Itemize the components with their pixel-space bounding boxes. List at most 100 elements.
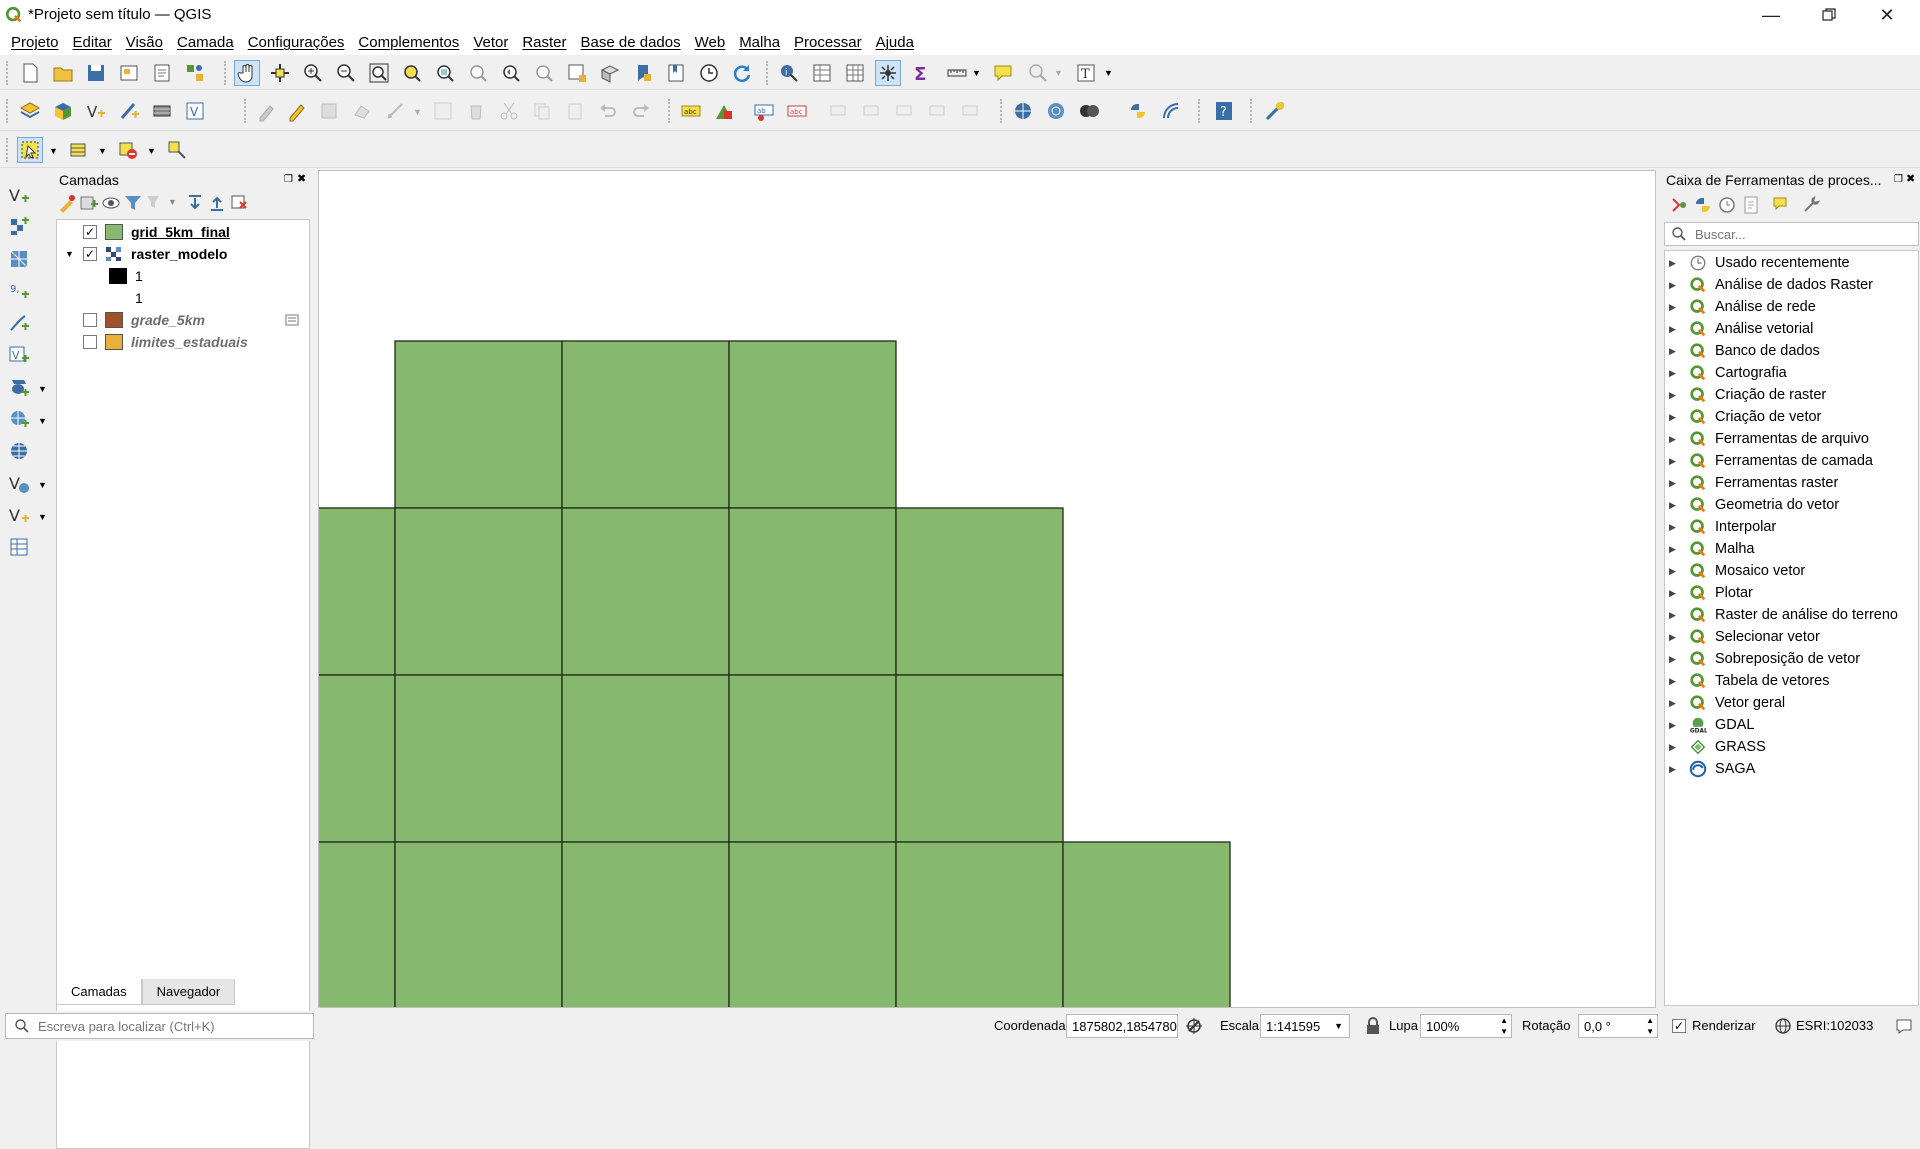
expand-arrow-icon[interactable]: ▶ xyxy=(1669,367,1676,378)
scripts-icon[interactable] xyxy=(1692,194,1714,216)
toolbox-item[interactable]: ▶ GRASS xyxy=(1665,736,1918,758)
toolbar-handle[interactable] xyxy=(224,61,228,85)
help-icon[interactable]: ? xyxy=(1211,98,1237,124)
edit-features-in-place-icon[interactable] xyxy=(1770,194,1792,216)
toggle-editing-icon[interactable] xyxy=(284,98,310,124)
refresh-icon[interactable] xyxy=(729,60,755,86)
chevron-down-icon[interactable]: ▼ xyxy=(1334,1021,1343,1031)
chevron-down-icon[interactable]: ▼ xyxy=(413,107,422,117)
menu-processar[interactable]: Processar xyxy=(794,34,862,51)
menu-visao[interactable]: Visão xyxy=(125,34,163,51)
expand-all-icon[interactable] xyxy=(184,192,206,214)
toolbar-handle[interactable] xyxy=(244,99,248,123)
chevron-down-icon[interactable]: ▼ xyxy=(972,68,981,78)
style-panel-icon[interactable] xyxy=(56,192,78,214)
expand-arrow-icon[interactable]: ▶ xyxy=(1669,301,1676,312)
toolbox-item[interactable]: ▶ Sobreposição de vetor xyxy=(1665,648,1918,670)
toolbox-item[interactable]: ▶ SAGA xyxy=(1665,758,1918,780)
toolbox-item[interactable]: ▶ Análise de dados Raster xyxy=(1665,274,1918,296)
expand-arrow-icon[interactable]: ▶ xyxy=(1669,499,1676,510)
text-annotation-icon[interactable]: T xyxy=(1074,60,1100,86)
toolbox-item[interactable]: ▶ Ferramentas raster xyxy=(1665,472,1918,494)
toolbox-item[interactable]: ▶ Análise vetorial xyxy=(1665,318,1918,340)
toolbox-item[interactable]: ▶ Criação de raster xyxy=(1665,384,1918,406)
vertex-tool-icon[interactable] xyxy=(382,98,408,124)
menu-raster[interactable]: Raster xyxy=(522,34,567,51)
bookmark-icon[interactable] xyxy=(630,60,656,86)
toolbar-handle[interactable] xyxy=(6,99,10,123)
models-icon[interactable] xyxy=(1668,194,1690,216)
add-vector-layer-icon[interactable]: V xyxy=(6,182,32,208)
expand-arrow-icon[interactable]: ▼ xyxy=(65,249,74,259)
toolbox-item[interactable]: ▶ Selecionar vetor xyxy=(1665,626,1918,648)
layer-visibility-checkbox[interactable]: ✓ xyxy=(83,225,97,239)
menu-ajuda[interactable]: Ajuda xyxy=(875,34,914,51)
menu-vetor[interactable]: Vetor xyxy=(473,34,509,51)
add-mesh-layer-icon[interactable] xyxy=(6,246,32,272)
render-checkbox[interactable]: ✓ xyxy=(1672,1019,1686,1033)
expand-arrow-icon[interactable]: ▶ xyxy=(1669,521,1676,532)
chevron-down-icon[interactable]: ▼ xyxy=(38,480,47,490)
style-manager-icon[interactable] xyxy=(182,60,208,86)
add-wcs-layer-icon[interactable] xyxy=(6,438,32,464)
rotation-field[interactable]: 0,0 ° ▲ ▼ xyxy=(1578,1014,1658,1038)
locator-icon[interactable] xyxy=(1025,60,1051,86)
show-hide-labels-icon[interactable] xyxy=(859,98,885,124)
expand-arrow-icon[interactable]: ▶ xyxy=(1669,433,1676,444)
data-source-manager-icon[interactable] xyxy=(17,98,43,124)
expand-arrow-icon[interactable]: ▶ xyxy=(1669,609,1676,620)
toolbox-item[interactable]: ▶ Tabela de vetores xyxy=(1665,670,1918,692)
chevron-down-icon[interactable]: ▼ xyxy=(38,512,47,522)
expand-arrow-icon[interactable]: ▶ xyxy=(1669,257,1676,268)
select-by-value-icon[interactable] xyxy=(164,137,190,163)
messages-icon[interactable] xyxy=(1894,1016,1914,1036)
toolbar-handle[interactable] xyxy=(6,61,10,85)
paste-features-icon[interactable] xyxy=(562,98,588,124)
crs-globe-icon[interactable] xyxy=(1774,1017,1792,1035)
save-project-icon[interactable] xyxy=(83,60,109,86)
layer-notes-icon[interactable] xyxy=(285,314,299,326)
move-label-icon[interactable] xyxy=(892,98,918,124)
close-panel-icon[interactable]: ✖ xyxy=(1906,173,1916,185)
layer-symbol-swatch[interactable] xyxy=(105,224,123,240)
zoom-native-icon[interactable] xyxy=(465,60,491,86)
save-edits-icon[interactable] xyxy=(316,98,342,124)
toolbox-item[interactable]: ▶ GDAL GDAL xyxy=(1665,714,1918,736)
add-feature-icon[interactable] xyxy=(349,98,375,124)
select-features-icon[interactable] xyxy=(17,137,43,163)
close-panel-icon[interactable]: ✖ xyxy=(297,173,307,185)
collapse-all-icon[interactable] xyxy=(206,192,228,214)
toolbar-handle[interactable] xyxy=(1250,99,1254,123)
new-virtual-layer-icon[interactable]: V xyxy=(182,98,208,124)
chevron-down-icon[interactable]: ▼ xyxy=(38,384,47,394)
restore-icon[interactable] xyxy=(1800,0,1858,30)
layout-manager-icon[interactable] xyxy=(149,60,175,86)
float-panel-icon[interactable]: ❐ xyxy=(1894,174,1903,185)
python-console-icon[interactable] xyxy=(1125,98,1151,124)
delete-selected-icon[interactable] xyxy=(463,98,489,124)
toolbar-handle[interactable] xyxy=(1198,99,1202,123)
deselect-features-icon[interactable] xyxy=(115,137,141,163)
toolbox-item[interactable]: ▶ Banco de dados xyxy=(1665,340,1918,362)
options-icon[interactable] xyxy=(1800,194,1822,216)
expand-arrow-icon[interactable]: ▶ xyxy=(1669,279,1676,290)
add-wms-layer-icon[interactable] xyxy=(6,406,32,432)
new-project-icon[interactable] xyxy=(17,60,43,86)
manage-map-themes-icon[interactable] xyxy=(100,192,122,214)
tab-navegador[interactable]: Navegador xyxy=(141,979,236,1005)
new-3d-view-icon[interactable] xyxy=(597,60,623,86)
select-by-expression-icon[interactable] xyxy=(66,137,92,163)
toolbox-item[interactable]: ▶ Raster de análise do terreno xyxy=(1665,604,1918,626)
add-wfs-layer-icon[interactable]: V xyxy=(6,470,32,496)
new-spatialite-layer-icon[interactable] xyxy=(116,98,142,124)
history-icon[interactable] xyxy=(1716,194,1738,216)
metasearch-icon[interactable] xyxy=(1010,98,1036,124)
osm-plugin-icon[interactable] xyxy=(1043,98,1069,124)
menu-editar[interactable]: Editar xyxy=(72,34,112,51)
redo-icon[interactable] xyxy=(628,98,654,124)
results-viewer-icon[interactable] xyxy=(1740,194,1762,216)
toolbox-item[interactable]: ▶ Cartografia xyxy=(1665,362,1918,384)
expand-arrow-icon[interactable]: ▶ xyxy=(1669,631,1676,642)
remove-layer-icon[interactable] xyxy=(228,192,250,214)
expand-arrow-icon[interactable]: ▶ xyxy=(1669,411,1676,422)
